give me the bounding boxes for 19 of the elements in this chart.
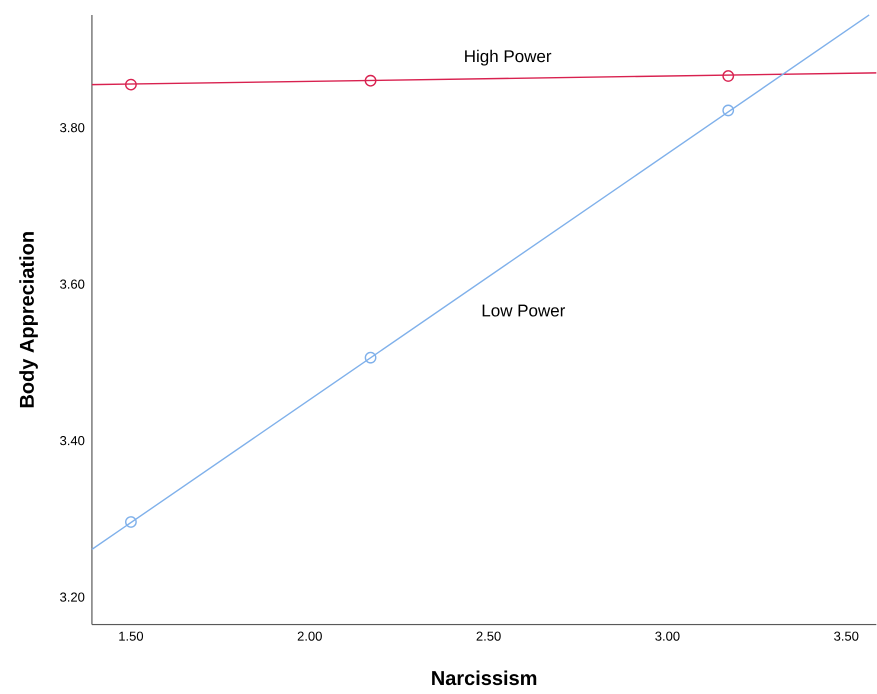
series-label: Low Power — [482, 304, 566, 316]
x-tick-label: 2.00 — [298, 631, 322, 641]
point — [125, 78, 137, 90]
x-tick-label: 3.50 — [834, 631, 858, 641]
y-tick-label: 3.80 — [60, 122, 84, 132]
point — [722, 70, 734, 82]
point — [722, 104, 734, 116]
point — [364, 74, 376, 86]
y-tick-label: 3.20 — [60, 592, 84, 602]
x-tick-label: 3.00 — [655, 631, 680, 641]
x-tick-label: 1.50 — [119, 631, 144, 641]
x-tick-label: 2.50 — [476, 631, 501, 641]
y-tick-label: 3.60 — [60, 279, 84, 289]
x-axis-title: Narcissism — [432, 670, 536, 685]
y-tick-label: 3.40 — [60, 436, 84, 445]
point — [364, 352, 376, 364]
point — [125, 516, 137, 528]
series-label: High Power — [465, 50, 552, 66]
y-axis-title: Body Appreciation — [19, 232, 38, 407]
